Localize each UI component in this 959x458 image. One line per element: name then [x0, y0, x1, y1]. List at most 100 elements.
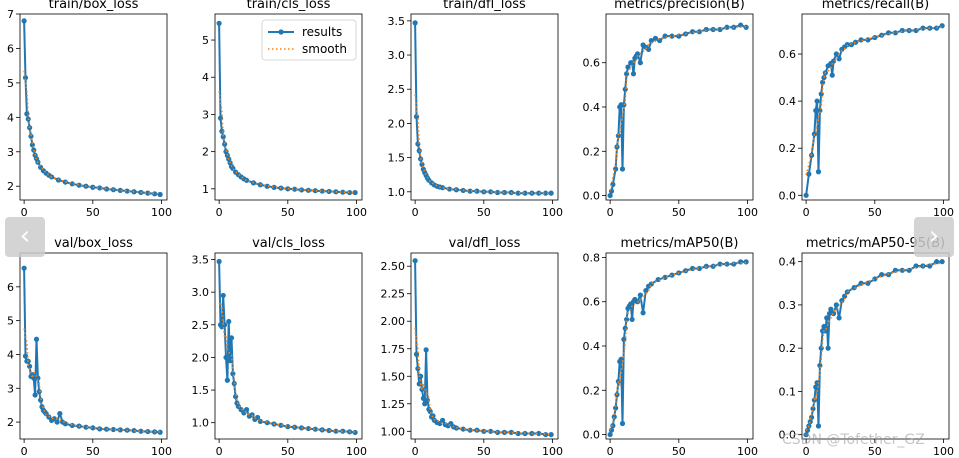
results-point: [803, 192, 809, 198]
x-tick-label: 50: [281, 206, 295, 219]
subplot-title: metrics/precision(B): [614, 0, 745, 12]
results-point: [271, 184, 277, 190]
x-tick-label: 50: [868, 206, 882, 219]
subplot-val-box-loss: val/box_loss 0 50 100 2 3 4 5 6: [7, 236, 172, 458]
results-point: [934, 259, 940, 265]
results-point: [460, 426, 466, 432]
smooth-line: [218, 90, 356, 194]
x-tick-label: 100: [346, 206, 367, 219]
results-point: [607, 431, 613, 438]
results-point: [312, 188, 318, 194]
y-tick-label: 1: [202, 183, 209, 196]
y-tick-label: 1.5: [192, 384, 210, 397]
results-point: [806, 171, 812, 177]
subplot-metrics-map50-95-b-: metrics/mAP50-95(B) 0 50 100 0.0 0.1 0.2 0.3 0.4: [779, 236, 955, 458]
x-tick-label: 0: [607, 445, 614, 458]
results-point: [629, 316, 635, 323]
x-tick-label: 100: [542, 445, 563, 458]
results-point: [474, 188, 480, 194]
y-tick-label: 2: [7, 416, 14, 429]
y-tick-label: 0.0: [583, 429, 601, 442]
y-tick-label: 7: [7, 8, 14, 21]
x-tick-label: 50: [281, 445, 295, 458]
results-point: [216, 20, 222, 26]
results-point: [637, 292, 643, 298]
x-tick-label: 0: [21, 206, 28, 219]
smooth-line: [609, 25, 747, 191]
next-image-button[interactable]: ›: [914, 217, 954, 257]
results-point: [814, 98, 820, 104]
results-point: [619, 420, 626, 427]
results-point: [32, 392, 38, 398]
y-tick-label: 3.5: [388, 15, 406, 28]
y-tick-label: 5: [202, 34, 209, 47]
x-tick-label: 0: [216, 206, 223, 219]
results-point: [619, 166, 626, 172]
results-point: [292, 186, 298, 192]
x-tick-label: 100: [542, 206, 563, 219]
axes-frame: [801, 13, 950, 201]
y-tick-label: 1.00: [381, 425, 406, 438]
x-tick-label: 0: [803, 206, 810, 219]
results-point: [607, 192, 613, 199]
legend-box: [261, 19, 357, 61]
results-point: [811, 131, 817, 137]
y-tick-label: 0.6: [779, 48, 797, 61]
results-point: [305, 425, 312, 432]
y-tick-label: 5: [7, 315, 14, 328]
y-tick-label: 2: [7, 180, 14, 193]
y-tick-label: 1.25: [381, 398, 406, 411]
results-point: [624, 316, 630, 323]
y-tick-label: 1.50: [381, 370, 406, 383]
results-line: [609, 24, 747, 196]
results-point: [54, 419, 60, 425]
x-tick-label: 0: [21, 445, 28, 458]
results-point: [821, 323, 827, 330]
x-tick-label: 50: [86, 206, 100, 219]
y-tick-label: 3: [7, 382, 14, 395]
results-point: [439, 417, 446, 423]
legend-smooth-label: smooth: [302, 42, 347, 56]
results-point: [467, 188, 473, 194]
results-point: [488, 189, 494, 195]
x-tick-label: 50: [672, 206, 686, 219]
subplot-val-cls-loss: val/cls_loss 0 50 100 1.0 1.5 2.0 2.5 3.0 3.5: [192, 236, 368, 458]
watermark: CSDN @Tofether_GZ: [782, 432, 925, 448]
results-point: [228, 335, 235, 341]
results-point: [652, 35, 659, 41]
subplot-train-dfl-loss: train/dfl_loss 0 50 100 1.0 1.5 2.0 2.5 3.0 3.5: [388, 0, 564, 219]
results-point: [515, 190, 521, 196]
axes-frame: [605, 13, 754, 201]
y-tick-label: 0.6: [583, 57, 601, 70]
results-point: [899, 267, 905, 273]
results-point: [939, 23, 945, 29]
y-tick-label: 0.2: [583, 384, 601, 397]
smooth-line: [805, 262, 943, 431]
y-tick-label: 1.75: [381, 343, 406, 356]
subplot-title: train/cls_loss: [247, 0, 331, 12]
results-point: [501, 189, 508, 196]
y-tick-label: 4: [7, 348, 14, 361]
results-point: [83, 424, 89, 430]
results-point: [494, 429, 501, 435]
axes-frame: [19, 252, 168, 440]
results-point: [640, 310, 646, 316]
x-tick-label: 50: [868, 445, 882, 458]
results-point: [648, 37, 654, 44]
subplot-metrics-map50-b-: metrics/mAP50(B) 0 50 100 0.0 0.2 0.4 0.6 0.8: [583, 236, 759, 458]
results-point: [243, 407, 250, 413]
results-point: [33, 336, 40, 342]
results-point: [833, 302, 839, 308]
results-point: [223, 354, 229, 361]
results-point: [415, 141, 421, 147]
results-point: [243, 177, 250, 183]
previous-image-button[interactable]: ‹: [5, 217, 45, 257]
results-point: [899, 27, 905, 34]
results-point: [110, 426, 117, 433]
results-point: [333, 428, 339, 434]
y-tick-label: 4: [7, 111, 14, 124]
subplot-title: train/dfl_loss: [443, 0, 526, 12]
results-point: [298, 187, 305, 193]
axes-frame: [214, 252, 363, 440]
results-point: [226, 318, 232, 325]
